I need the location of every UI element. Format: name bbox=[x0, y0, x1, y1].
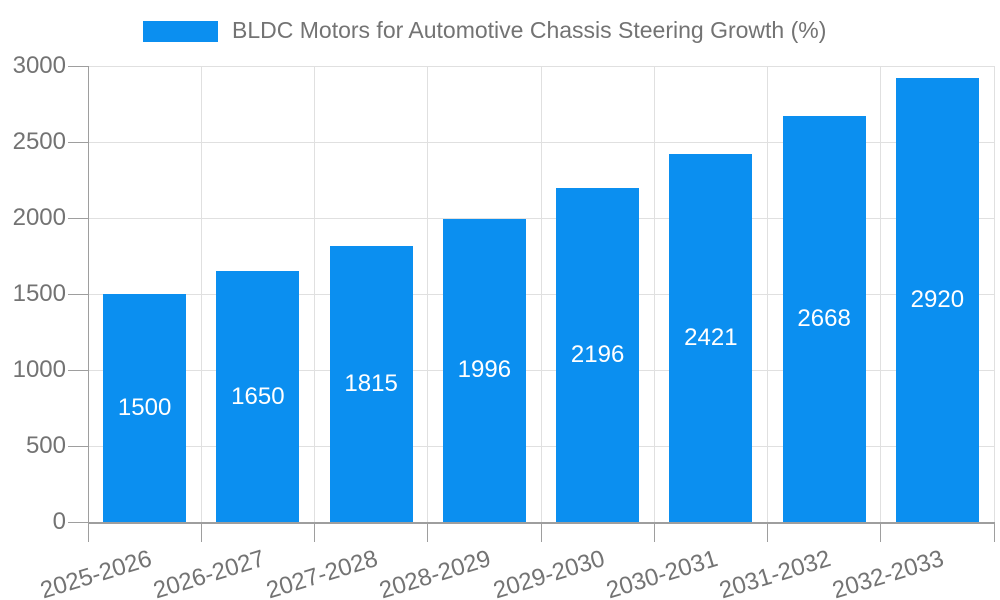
x-tick bbox=[427, 522, 429, 542]
y-tick-label: 0 bbox=[52, 508, 66, 535]
v-gridline bbox=[880, 66, 882, 522]
bar-value-label: 2920 bbox=[910, 286, 965, 314]
v-gridline bbox=[540, 66, 542, 522]
bar bbox=[216, 271, 300, 522]
y-tick bbox=[68, 293, 88, 295]
y-tick-label: 1500 bbox=[12, 280, 66, 307]
x-tick bbox=[767, 522, 768, 542]
bar bbox=[669, 154, 753, 522]
bar-value-label: 2196 bbox=[570, 341, 625, 369]
v-gridline bbox=[200, 66, 202, 522]
bar bbox=[442, 218, 526, 522]
bar bbox=[556, 188, 640, 522]
y-tick-label: 2000 bbox=[12, 204, 66, 231]
x-tick bbox=[200, 522, 202, 542]
x-tick bbox=[880, 522, 882, 542]
x-tick bbox=[993, 522, 995, 542]
bar bbox=[329, 246, 413, 522]
bar-value-label: 2668 bbox=[797, 305, 851, 333]
y-tick bbox=[68, 141, 88, 143]
y-tick-label: 1000 bbox=[12, 356, 66, 383]
x-tick bbox=[87, 522, 89, 542]
v-gridline bbox=[767, 66, 768, 522]
legend-swatch bbox=[143, 21, 218, 42]
legend-label: BLDC Motors for Automotive Chassis Steer… bbox=[232, 17, 827, 43]
x-tick bbox=[314, 522, 315, 542]
bar bbox=[782, 116, 866, 522]
y-tick bbox=[68, 445, 88, 447]
bar-value-label: 1500 bbox=[117, 394, 172, 421]
v-gridline bbox=[427, 66, 429, 522]
y-tick bbox=[68, 521, 88, 523]
y-tick bbox=[68, 217, 88, 219]
bar-value-label: 1996 bbox=[457, 356, 512, 384]
v-gridline bbox=[653, 66, 655, 522]
y-tick-label: 500 bbox=[25, 432, 66, 459]
bar bbox=[103, 294, 187, 522]
y-tick bbox=[68, 369, 88, 371]
y-tick-label: 2500 bbox=[12, 128, 66, 155]
x-tick bbox=[540, 522, 542, 542]
y-axis-line bbox=[87, 66, 89, 522]
v-gridline bbox=[993, 66, 995, 522]
bar bbox=[895, 78, 979, 522]
y-tick-label: 3000 bbox=[12, 52, 66, 79]
bar-value-label: 1650 bbox=[231, 382, 285, 410]
v-gridline bbox=[314, 66, 315, 522]
x-axis-line bbox=[88, 521, 994, 524]
y-tick bbox=[68, 65, 88, 67]
bar-value-label: 1815 bbox=[344, 370, 398, 398]
bar-value-label: 2421 bbox=[684, 324, 738, 351]
x-tick bbox=[653, 522, 655, 542]
